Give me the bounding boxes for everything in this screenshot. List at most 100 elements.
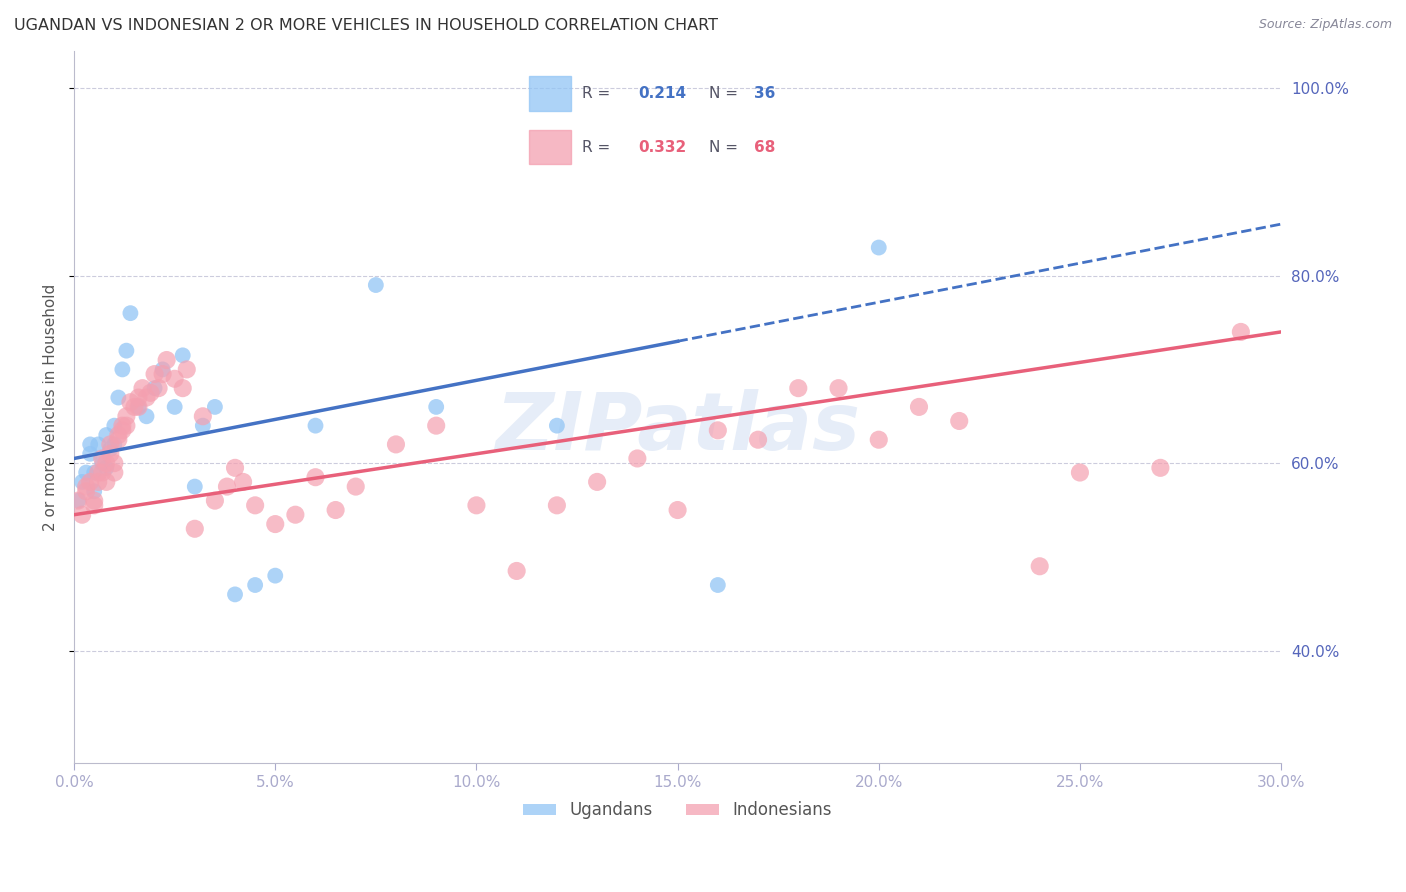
- Text: N =: N =: [709, 87, 742, 102]
- Indonesians: [264, 517, 287, 532]
- Ugandans: [191, 418, 214, 433]
- Text: R =: R =: [582, 87, 616, 102]
- Indonesians: [707, 423, 730, 437]
- Indonesians: [111, 423, 134, 437]
- Indonesians: [148, 381, 170, 395]
- Indonesians: [243, 499, 266, 513]
- Indonesians: [67, 493, 90, 508]
- Ugandans: [111, 362, 134, 376]
- Ugandans: [264, 568, 287, 582]
- Indonesians: [626, 451, 648, 466]
- Indonesians: [827, 381, 849, 395]
- Indonesians: [83, 499, 105, 513]
- Indonesians: [120, 395, 142, 409]
- Indonesians: [465, 499, 488, 513]
- Ugandans: [224, 587, 246, 601]
- Text: 68: 68: [754, 139, 775, 154]
- Ugandans: [103, 418, 125, 433]
- Ugandans: [103, 437, 125, 451]
- Ugandans: [91, 456, 114, 470]
- Indonesians: [75, 480, 97, 494]
- Indonesians: [385, 437, 408, 451]
- Ugandans: [304, 418, 326, 433]
- Ugandans: [163, 400, 186, 414]
- Indonesians: [344, 480, 367, 494]
- Text: R =: R =: [582, 139, 616, 154]
- Ugandans: [120, 306, 142, 320]
- Indonesians: [284, 508, 307, 522]
- Indonesians: [139, 385, 162, 400]
- Ugandans: [143, 381, 166, 395]
- Indonesians: [107, 428, 129, 442]
- Indonesians: [747, 433, 769, 447]
- Indonesians: [586, 475, 609, 489]
- Indonesians: [908, 400, 931, 414]
- Indonesians: [163, 372, 186, 386]
- Indonesians: [135, 391, 157, 405]
- Ugandans: [707, 578, 730, 592]
- Indonesians: [98, 447, 121, 461]
- Indonesians: [75, 484, 97, 499]
- Indonesians: [325, 503, 347, 517]
- Ugandans: [364, 278, 387, 293]
- Text: N =: N =: [709, 139, 742, 154]
- Text: 0.214: 0.214: [638, 87, 686, 102]
- Ugandans: [96, 460, 118, 475]
- Indonesians: [127, 400, 149, 414]
- Indonesians: [425, 418, 447, 433]
- Indonesians: [1149, 460, 1171, 475]
- Ugandans: [79, 447, 101, 461]
- Indonesians: [111, 418, 134, 433]
- Indonesians: [184, 522, 207, 536]
- Indonesians: [87, 466, 110, 480]
- Indonesians: [131, 381, 153, 395]
- Y-axis label: 2 or more Vehicles in Household: 2 or more Vehicles in Household: [44, 284, 58, 531]
- Indonesians: [232, 475, 254, 489]
- Indonesians: [666, 503, 689, 517]
- Indonesians: [787, 381, 810, 395]
- Ugandans: [83, 466, 105, 480]
- Ugandans: [79, 437, 101, 451]
- Indonesians: [91, 451, 114, 466]
- Indonesians: [115, 409, 138, 424]
- Indonesians: [127, 391, 149, 405]
- Indonesians: [87, 475, 110, 489]
- Indonesians: [83, 493, 105, 508]
- Ugandans: [135, 409, 157, 424]
- Ugandans: [127, 400, 149, 414]
- Indonesians: [1028, 559, 1050, 574]
- Text: 0.332: 0.332: [638, 139, 686, 154]
- Ugandans: [172, 348, 194, 362]
- Ugandans: [243, 578, 266, 592]
- Indonesians: [103, 466, 125, 480]
- Ugandans: [83, 484, 105, 499]
- Indonesians: [79, 475, 101, 489]
- Indonesians: [505, 564, 527, 578]
- Ugandans: [70, 475, 93, 489]
- Indonesians: [1069, 466, 1091, 480]
- Ugandans: [98, 442, 121, 456]
- Legend: Ugandans, Indonesians: Ugandans, Indonesians: [516, 795, 839, 826]
- Indonesians: [191, 409, 214, 424]
- Ugandans: [96, 428, 118, 442]
- Ugandans: [75, 466, 97, 480]
- Indonesians: [215, 480, 238, 494]
- Indonesians: [948, 414, 970, 428]
- Text: ZIPatlas: ZIPatlas: [495, 389, 860, 467]
- Indonesians: [304, 470, 326, 484]
- Indonesians: [96, 475, 118, 489]
- Ugandans: [184, 480, 207, 494]
- Indonesians: [546, 499, 568, 513]
- Indonesians: [115, 418, 138, 433]
- Indonesians: [107, 433, 129, 447]
- Indonesians: [96, 456, 118, 470]
- Indonesians: [91, 466, 114, 480]
- Ugandans: [87, 437, 110, 451]
- Text: Source: ZipAtlas.com: Source: ZipAtlas.com: [1258, 18, 1392, 31]
- Text: 36: 36: [754, 87, 775, 102]
- Indonesians: [70, 508, 93, 522]
- Indonesians: [224, 460, 246, 475]
- Ugandans: [67, 493, 90, 508]
- Ugandans: [425, 400, 447, 414]
- Indonesians: [98, 437, 121, 451]
